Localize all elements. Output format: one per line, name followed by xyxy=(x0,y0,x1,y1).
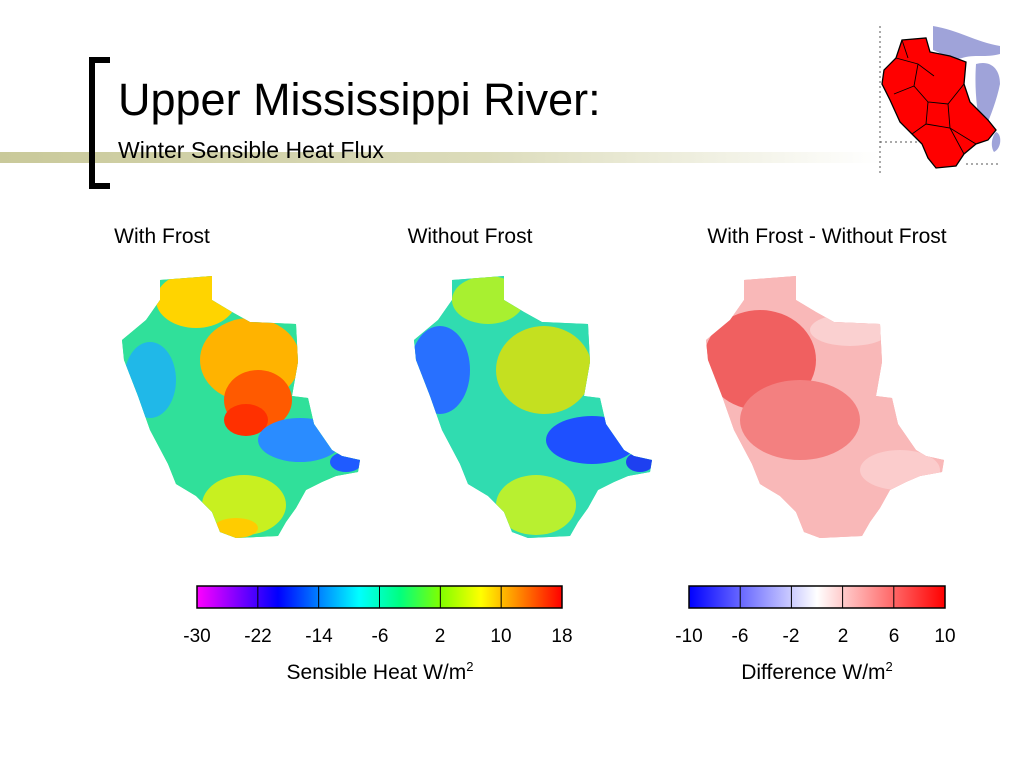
map-difference xyxy=(706,276,944,538)
difference-tick-label: -6 xyxy=(731,626,749,647)
difference-tick-label: 10 xyxy=(934,626,956,647)
colorbar-label-difference: Difference W/m2 xyxy=(741,654,893,686)
panel-title-with-frost: With Frost xyxy=(114,225,210,248)
sensible-tick-label: -14 xyxy=(305,626,333,647)
colorbar-difference xyxy=(688,585,946,609)
slide-title: Upper Mississippi River: xyxy=(118,74,601,125)
title-bracket xyxy=(89,57,110,189)
sensible-tick-label: -30 xyxy=(183,626,211,647)
header-accent-bar xyxy=(0,152,880,163)
basin-location-map xyxy=(879,26,1001,174)
panel-title-difference: With Frost - Without Frost xyxy=(707,225,947,248)
panel-title-without-frost: Without Frost xyxy=(407,225,533,248)
map-with-frost xyxy=(122,276,360,538)
sensible-tick-label: 18 xyxy=(551,626,573,647)
sensible-tick-label: -22 xyxy=(244,626,272,647)
colorbar-label-sensible: Sensible Heat W/m2 xyxy=(287,654,474,686)
colorbar-sensible-heat xyxy=(196,585,563,609)
sensible-tick-label: 10 xyxy=(490,626,512,647)
difference-tick-label: -10 xyxy=(675,626,703,647)
colorbar-label-difference-text: Difference W/m xyxy=(741,661,886,684)
slide-subtitle: Winter Sensible Heat Flux xyxy=(118,137,384,163)
sensible-tick-label: 2 xyxy=(434,626,446,647)
difference-tick-label: 2 xyxy=(837,626,849,647)
unit-superscript: 2 xyxy=(466,659,474,674)
map-without-frost xyxy=(414,276,652,538)
colorbar-label-sensible-text: Sensible Heat W/m xyxy=(286,661,467,684)
sensible-tick-label: -6 xyxy=(371,626,389,647)
unit-superscript: 2 xyxy=(885,659,893,674)
difference-tick-label: 6 xyxy=(888,626,900,647)
difference-tick-label: -2 xyxy=(782,626,800,647)
